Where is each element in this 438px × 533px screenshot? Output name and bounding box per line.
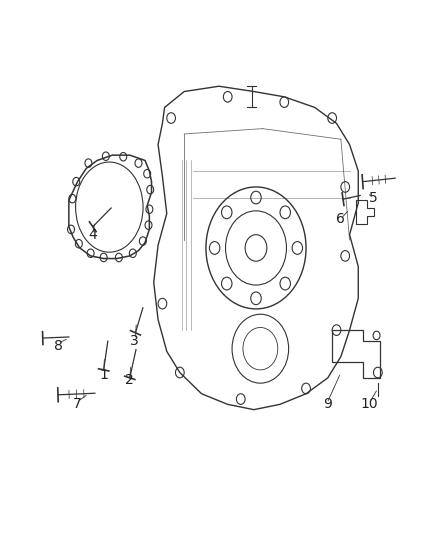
Text: 5: 5: [369, 191, 378, 205]
Text: 10: 10: [360, 398, 378, 411]
Text: 9: 9: [323, 398, 332, 411]
Text: 3: 3: [130, 334, 138, 348]
Text: 7: 7: [73, 398, 82, 411]
Text: 6: 6: [336, 212, 345, 226]
Text: 4: 4: [88, 228, 97, 241]
Text: 2: 2: [125, 374, 134, 387]
Text: 1: 1: [99, 368, 108, 382]
Text: 8: 8: [53, 339, 62, 353]
